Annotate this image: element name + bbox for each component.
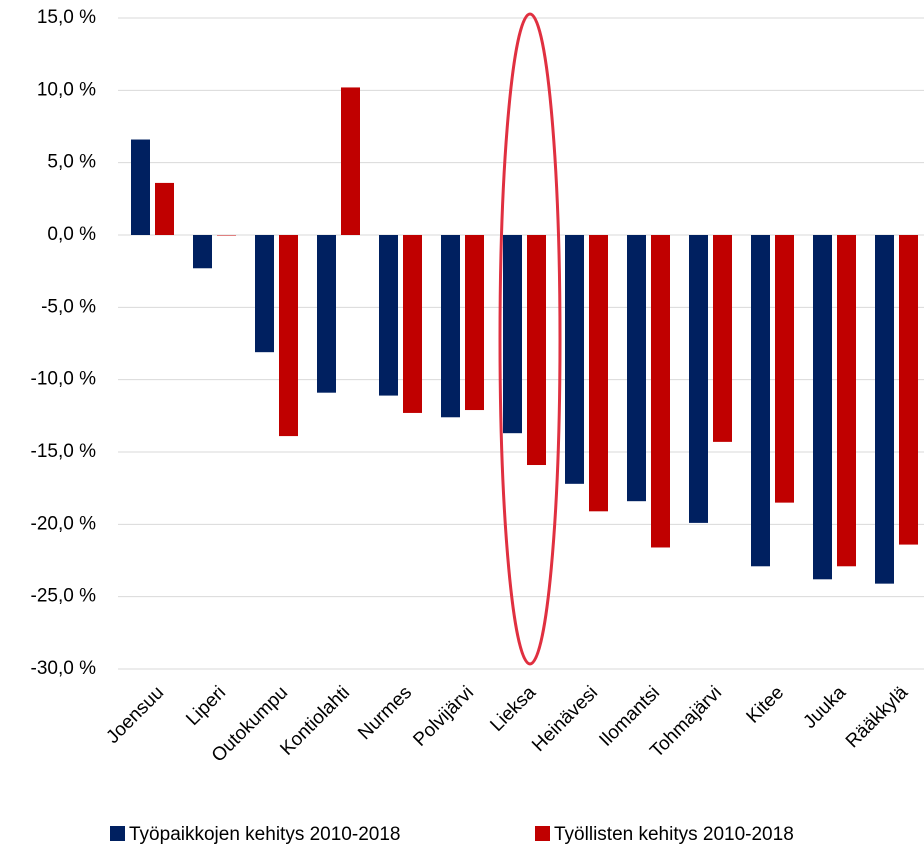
bar (341, 87, 360, 235)
x-tick-label: Heinävesi (528, 682, 602, 756)
legend-swatch (110, 826, 125, 841)
bar (813, 235, 832, 580)
bar (875, 235, 894, 584)
y-tick-label: -20,0 % (31, 513, 97, 534)
bar (689, 235, 708, 523)
x-tick-label: Lieksa (486, 682, 540, 736)
bar (131, 139, 150, 235)
bar (465, 235, 484, 411)
bar (751, 235, 770, 567)
bar (155, 182, 174, 235)
highlight-ellipse (498, 12, 562, 666)
bar (565, 235, 584, 484)
x-tick-label: Liperi (182, 682, 230, 730)
x-tick-label: Nurmes (354, 682, 416, 744)
legend-swatch (535, 826, 550, 841)
bar (279, 235, 298, 437)
y-tick-label: 0,0 % (47, 224, 96, 245)
y-tick-label: -30,0 % (31, 658, 97, 679)
bar (193, 235, 212, 269)
y-tick-label: -10,0 % (31, 369, 97, 390)
y-tick-label: -25,0 % (31, 586, 97, 607)
bar (217, 235, 236, 236)
bars (131, 87, 918, 584)
y-tick-label: -15,0 % (31, 441, 97, 462)
bar (441, 235, 460, 418)
bar (403, 235, 422, 413)
x-tick-label: Juuka (799, 682, 850, 733)
bar (317, 235, 336, 393)
x-tick-label: Kitee (743, 682, 788, 727)
y-tick-label: -5,0 % (41, 296, 96, 317)
x-tick-label: Rääkkylä (842, 682, 912, 752)
legend: Työpaikkojen kehitys 2010-2018 Työllisten… (110, 824, 794, 845)
bar (627, 235, 646, 502)
bar (527, 235, 546, 466)
y-tick-label: 10,0 % (37, 79, 96, 100)
y-tick-label: 5,0 % (47, 152, 96, 173)
x-tick-label: Joensuu (102, 682, 168, 748)
x-tick-label: Polvijärvi (409, 682, 478, 751)
bar (379, 235, 398, 396)
bar (255, 235, 274, 353)
bar (713, 235, 732, 442)
bar (837, 235, 856, 567)
bar (899, 235, 918, 545)
legend-label: Työpaikkojen kehitys 2010-2018 (129, 824, 400, 845)
bar (775, 235, 794, 503)
bar (503, 235, 522, 434)
bar (651, 235, 670, 548)
bar (589, 235, 608, 512)
legend-label: Työllisten kehitys 2010-2018 (554, 824, 794, 845)
y-tick-label: 15,0 % (37, 7, 96, 28)
